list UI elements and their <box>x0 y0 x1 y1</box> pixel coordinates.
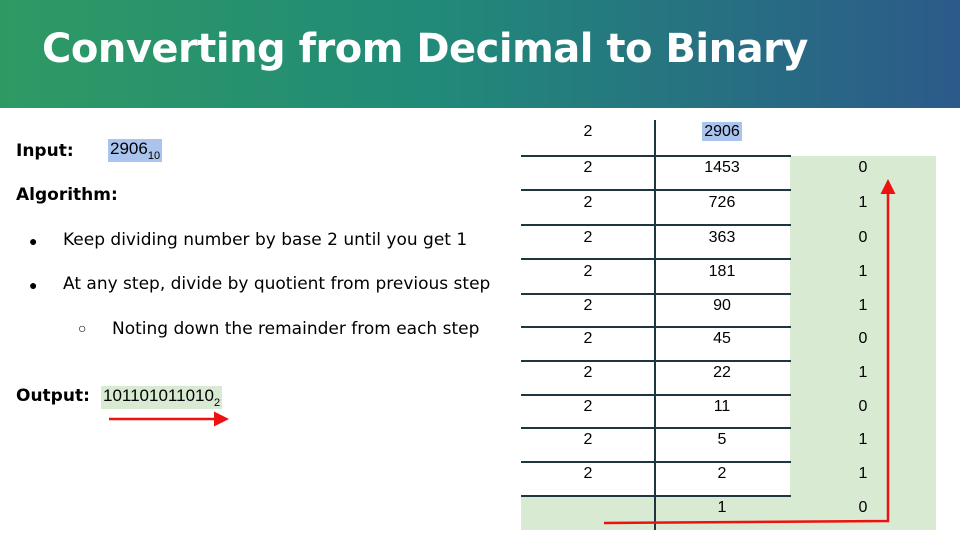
table-remainder: 1 <box>858 364 868 381</box>
input-label: Input: <box>16 141 74 161</box>
table-quotient: 22 <box>713 364 731 381</box>
table-quotient: 1453 <box>704 159 740 176</box>
table-row-divider <box>521 360 791 362</box>
remainder-column-background <box>790 156 936 530</box>
table-row-divider <box>521 224 791 226</box>
table-remainder: 0 <box>858 499 868 516</box>
table-row-divider <box>521 394 791 396</box>
table-quotient: 181 <box>708 263 736 280</box>
table-row-divider <box>521 155 791 157</box>
table-remainder: 1 <box>858 431 868 448</box>
table-divisor: 2 <box>583 263 593 280</box>
table-divisor: 2 <box>583 398 593 415</box>
bullet-dot: ● <box>29 233 38 249</box>
sub-bullet-circle: ○ <box>78 320 87 336</box>
table-row-divider <box>521 326 791 328</box>
table-remainder: 0 <box>858 159 868 176</box>
input-base: 10 <box>147 150 161 162</box>
slide-title: Converting from Decimal to Binary <box>42 26 808 72</box>
table-divisor: 2 <box>583 229 593 246</box>
table-remainder: 0 <box>858 330 868 347</box>
input-number: 2906 <box>110 139 148 158</box>
table-remainder: 1 <box>858 263 868 280</box>
table-remainder: 0 <box>858 398 868 415</box>
output-label: Output: <box>16 386 90 406</box>
algorithm-label: Algorithm: <box>16 185 118 205</box>
read-up-arrow <box>603 179 896 525</box>
output-number: 101101011010 <box>103 386 214 405</box>
table-remainder: 1 <box>858 297 868 314</box>
table-quotient: 45 <box>713 330 731 347</box>
table-row-divider <box>521 427 791 429</box>
table-remainder: 0 <box>858 229 868 246</box>
table-quotient: 363 <box>708 229 736 246</box>
algorithm-step-1: Keep dividing number by base 2 until you… <box>63 230 468 250</box>
table-divisor: 2 <box>583 123 593 140</box>
table-row-divider <box>521 461 791 463</box>
table-quotient: 90 <box>713 297 731 314</box>
table-divider-vertical <box>654 120 656 530</box>
table-quotient: 5 <box>717 431 727 448</box>
table-quotient: 2906 <box>672 122 772 141</box>
table-quotient-highlight: 2906 <box>702 122 742 141</box>
algorithm-substep: Noting down the remainder from each step <box>112 319 480 339</box>
table-remainder: 1 <box>858 465 868 482</box>
table-divisor: 2 <box>583 297 593 314</box>
table-divisor: 2 <box>583 159 593 176</box>
table-divisor: 2 <box>583 364 593 381</box>
table-remainder: 1 <box>858 194 868 211</box>
output-value: 1011010110102 <box>101 386 223 409</box>
table-divisor: 2 <box>583 431 593 448</box>
title-banner: Converting from Decimal to Binary <box>0 0 960 108</box>
table-quotient: 11 <box>713 398 731 415</box>
table-divisor: 2 <box>583 465 593 482</box>
bullet-dot: ● <box>29 277 38 293</box>
table-row-divider <box>521 293 791 295</box>
table-quotient: 1 <box>717 499 727 516</box>
final-row-background <box>521 496 791 530</box>
table-divisor: 2 <box>583 194 593 211</box>
table-row-divider <box>521 258 791 260</box>
table-row-divider <box>521 495 791 497</box>
table-quotient: 726 <box>708 194 736 211</box>
input-value: 290610 <box>108 139 163 162</box>
table-quotient: 2 <box>717 465 727 482</box>
algorithm-step-2: At any step, divide by quotient from pre… <box>63 274 491 294</box>
table-row-divider <box>521 189 791 191</box>
output-base: 2 <box>213 397 221 409</box>
table-divisor: 2 <box>583 330 593 347</box>
